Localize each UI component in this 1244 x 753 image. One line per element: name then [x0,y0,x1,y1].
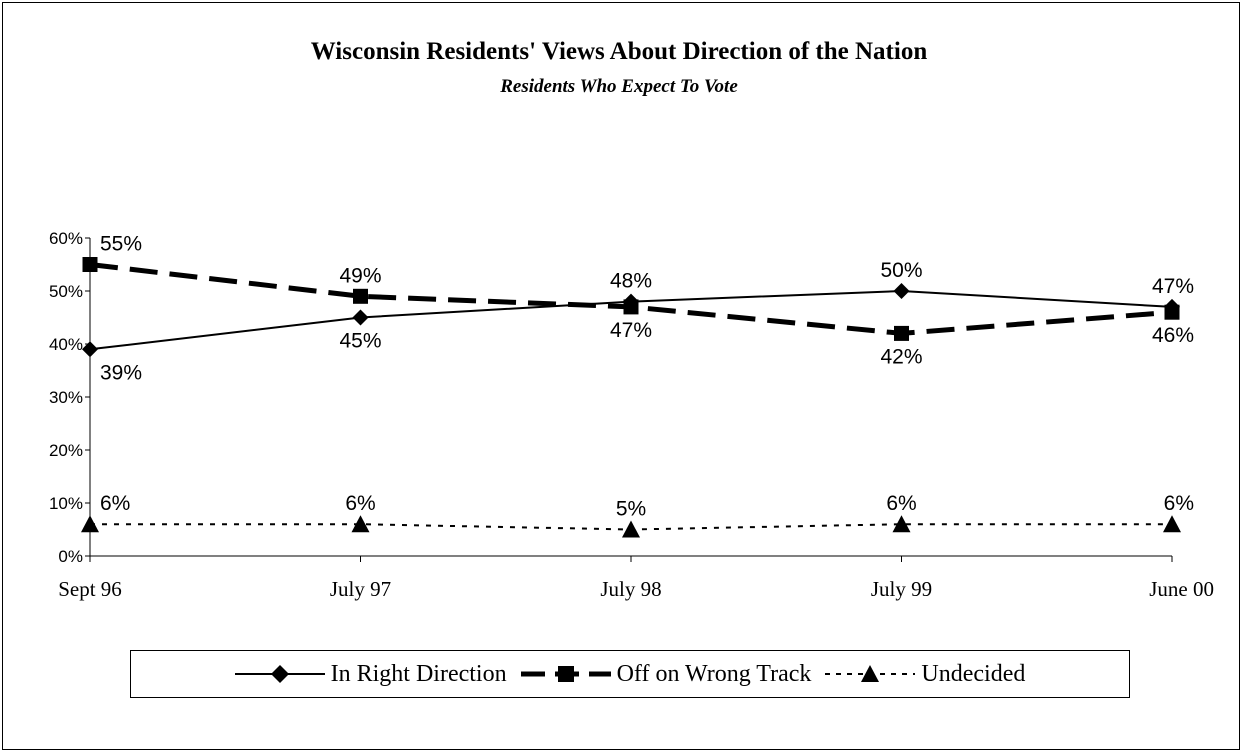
legend-swatch-solid-diamond [234,665,325,683]
legend-item-undecided: Undecided [825,661,1025,688]
data-point-diamond [893,283,910,299]
y-tick-label: 20% [49,441,83,460]
legend-label-right-direction: In Right Direction [330,660,507,687]
data-label: 46% [1152,324,1194,347]
y-tick-label: 50% [49,282,83,301]
data-label: 6% [886,492,916,515]
data-label: 55% [100,233,142,256]
data-point-triangle [81,515,99,533]
data-label: 48% [610,270,652,293]
chart-title: Wisconsin Residents' Views About Directi… [310,38,928,65]
data-point-square [82,257,98,272]
data-label: 6% [100,492,130,515]
data-label: 42% [880,345,922,368]
data-point-triangle [892,515,911,533]
chart-legend: In Right Direction Off on Wrong Track Un… [130,650,1130,698]
data-label: 6% [1164,492,1194,515]
data-point-diamond [352,309,369,326]
chart-subtitle: Residents Who Expect To Vote [500,76,738,97]
x-tick-label: Sept 96 [58,577,122,601]
x-tick-label: July 99 [871,577,932,601]
y-tick-label: 30% [49,388,83,407]
y-tick-label: 0% [58,547,83,566]
data-point-square [623,299,639,315]
data-label: 49% [339,264,381,287]
data-point-square [353,288,368,304]
legend-item-right-direction: In Right Direction [234,660,507,688]
data-label: 6% [345,492,375,515]
y-tick-label: 40% [49,335,83,354]
data-point-triangle [622,520,640,538]
data-point-triangle [351,515,370,533]
data-point-square [1164,304,1180,320]
data-point-square [894,325,909,341]
data-point-diamond [82,341,98,358]
legend-swatch-dotted-triangle [825,665,916,682]
data-label: 47% [610,319,652,342]
x-tick-label: July 98 [600,577,661,601]
data-label: 47% [1152,275,1194,298]
data-label: 45% [339,330,381,353]
legend-label-wrong-track: Off on Wrong Track [616,660,812,687]
data-label: 50% [880,259,922,282]
legend-swatch-dashed-square [520,666,611,682]
legend-label-undecided: Undecided [921,660,1026,687]
data-label: 5% [616,498,646,521]
data-label: 39% [100,361,142,384]
y-tick-label: 60% [49,229,83,248]
y-tick-label: 10% [49,494,83,513]
data-point-triangle [1163,515,1181,533]
x-tick-label: June 00 [1149,577,1214,601]
legend-item-wrong-track: Off on Wrong Track [520,660,812,688]
x-tick-label: July 97 [330,577,391,601]
